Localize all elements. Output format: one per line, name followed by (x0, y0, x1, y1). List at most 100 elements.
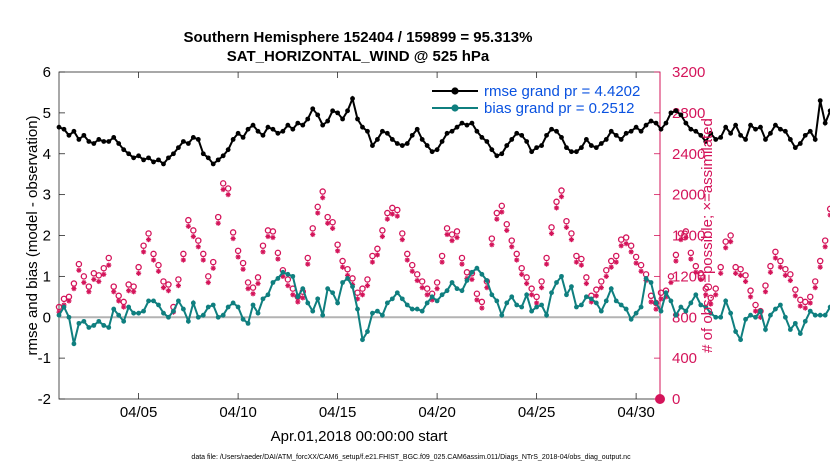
obs-possible-point (717, 263, 724, 271)
obs-assimilated-stroke (683, 235, 689, 240)
bias-point (708, 310, 714, 316)
bias-point (156, 302, 161, 308)
rmse-point (91, 141, 97, 146)
rmse-point (61, 126, 67, 132)
obs-assimilated-point (723, 245, 729, 251)
obs-possible-point (404, 250, 411, 258)
rmse-point (658, 126, 664, 132)
rmse-point (673, 108, 679, 114)
rmse-point (101, 139, 107, 144)
obs-possible-point (583, 274, 590, 281)
rmse-point (126, 151, 132, 157)
obs-possible-point (234, 247, 242, 255)
obs-possible-point (354, 289, 361, 296)
rmse-point (544, 132, 549, 138)
obs-assimilated-stroke (479, 305, 485, 311)
bias-point (728, 310, 734, 316)
obs-possible-point (319, 188, 326, 195)
obs-possible-point (722, 238, 729, 245)
obs-assimilated-stroke (176, 283, 181, 288)
bias-point (529, 308, 535, 314)
bias-point (653, 300, 659, 306)
obs-possible-point (712, 285, 719, 292)
obs-assimilated-point (76, 267, 82, 273)
bias-point (61, 304, 67, 310)
obs-possible-point (627, 242, 635, 249)
rmse-point (340, 116, 345, 122)
obs-possible-point (563, 217, 570, 225)
bias-point (817, 312, 823, 318)
obs-assimilated-stroke (419, 285, 425, 290)
obs-assimilated-stroke (414, 278, 420, 283)
obs-possible-point (274, 249, 282, 257)
obs-assimilated-stroke (340, 264, 345, 270)
obs-assimilated-stroke (310, 232, 315, 237)
bias-point (807, 308, 813, 314)
bias-point (658, 308, 664, 314)
obs-assimilated-stroke (698, 277, 704, 282)
y-tick-label: 4 (43, 146, 51, 163)
obs-assimilated-point (414, 277, 420, 284)
obs-assimilated-point (827, 212, 830, 218)
obs-assimilated-stroke (156, 269, 161, 274)
rmse-point (205, 155, 211, 161)
bias-point (315, 296, 321, 302)
obs-assimilated-stroke (489, 242, 495, 247)
obs-assimilated-stroke (499, 209, 505, 215)
obs-assimilated-point (613, 259, 619, 265)
bias-point (663, 290, 669, 296)
obs-possible-point (702, 285, 710, 292)
obs-possible-point (498, 202, 506, 210)
obs-possible-point (394, 206, 401, 214)
bias-point (777, 302, 783, 308)
obs-assimilated-stroke (773, 255, 778, 261)
obs-assimilated-stroke (788, 278, 793, 283)
obs-assimilated-stroke (718, 271, 723, 276)
obs-assimilated-stroke (509, 244, 514, 249)
obs-possible-point (214, 213, 222, 221)
obs-assimilated-point (718, 270, 724, 276)
obs-possible-point (438, 252, 446, 260)
bias-point (389, 296, 395, 302)
rmse-series (56, 95, 830, 167)
obs-assimilated-stroke (141, 249, 146, 255)
obs-assimilated-point (399, 236, 405, 243)
bias-point (713, 314, 719, 320)
obs-possible-point (100, 264, 108, 272)
obs-assimilated-stroke (409, 269, 415, 274)
obs-possible-point (707, 294, 714, 302)
obs-assimilated-point (752, 308, 759, 314)
rmse-point (623, 130, 629, 136)
bias-point (151, 298, 156, 304)
bias-point (723, 298, 729, 304)
obs-possible-point (175, 276, 182, 283)
bias-point (554, 280, 559, 285)
bias-point (758, 308, 763, 314)
obs-possible-point (752, 301, 759, 309)
obs-assimilated-point (121, 304, 127, 310)
obs-assimilated-point (265, 233, 271, 240)
x-axis: 04/05 04/10 04/15 04/20 04/25 04/30 (120, 72, 655, 421)
rmse-point (703, 139, 709, 144)
obs-assimilated-point (374, 252, 381, 258)
obs-assimilated-point (126, 288, 132, 294)
rmse-point (190, 135, 196, 140)
x-tick-label: 04/15 (319, 404, 357, 421)
obs-possible-point (364, 276, 371, 283)
bias-point (205, 304, 211, 310)
obs-assimilated-stroke (245, 286, 251, 291)
obs-assimilated-stroke (270, 235, 276, 240)
obs-assimilated-point (772, 255, 779, 261)
obs-assimilated-stroke (250, 291, 256, 296)
rmse-point (822, 120, 828, 126)
obs-assimilated-point (305, 261, 311, 267)
obs-assimilated-point (369, 259, 376, 265)
obs-assimilated-point (558, 194, 565, 200)
bias-point (185, 318, 191, 324)
rmse-point (161, 161, 166, 167)
bias-point (265, 292, 271, 298)
obs-assimilated-point (683, 234, 689, 241)
bias-point (768, 312, 773, 318)
obs-assimilated-stroke (196, 244, 201, 249)
y-tick-label: -1 (38, 350, 51, 367)
